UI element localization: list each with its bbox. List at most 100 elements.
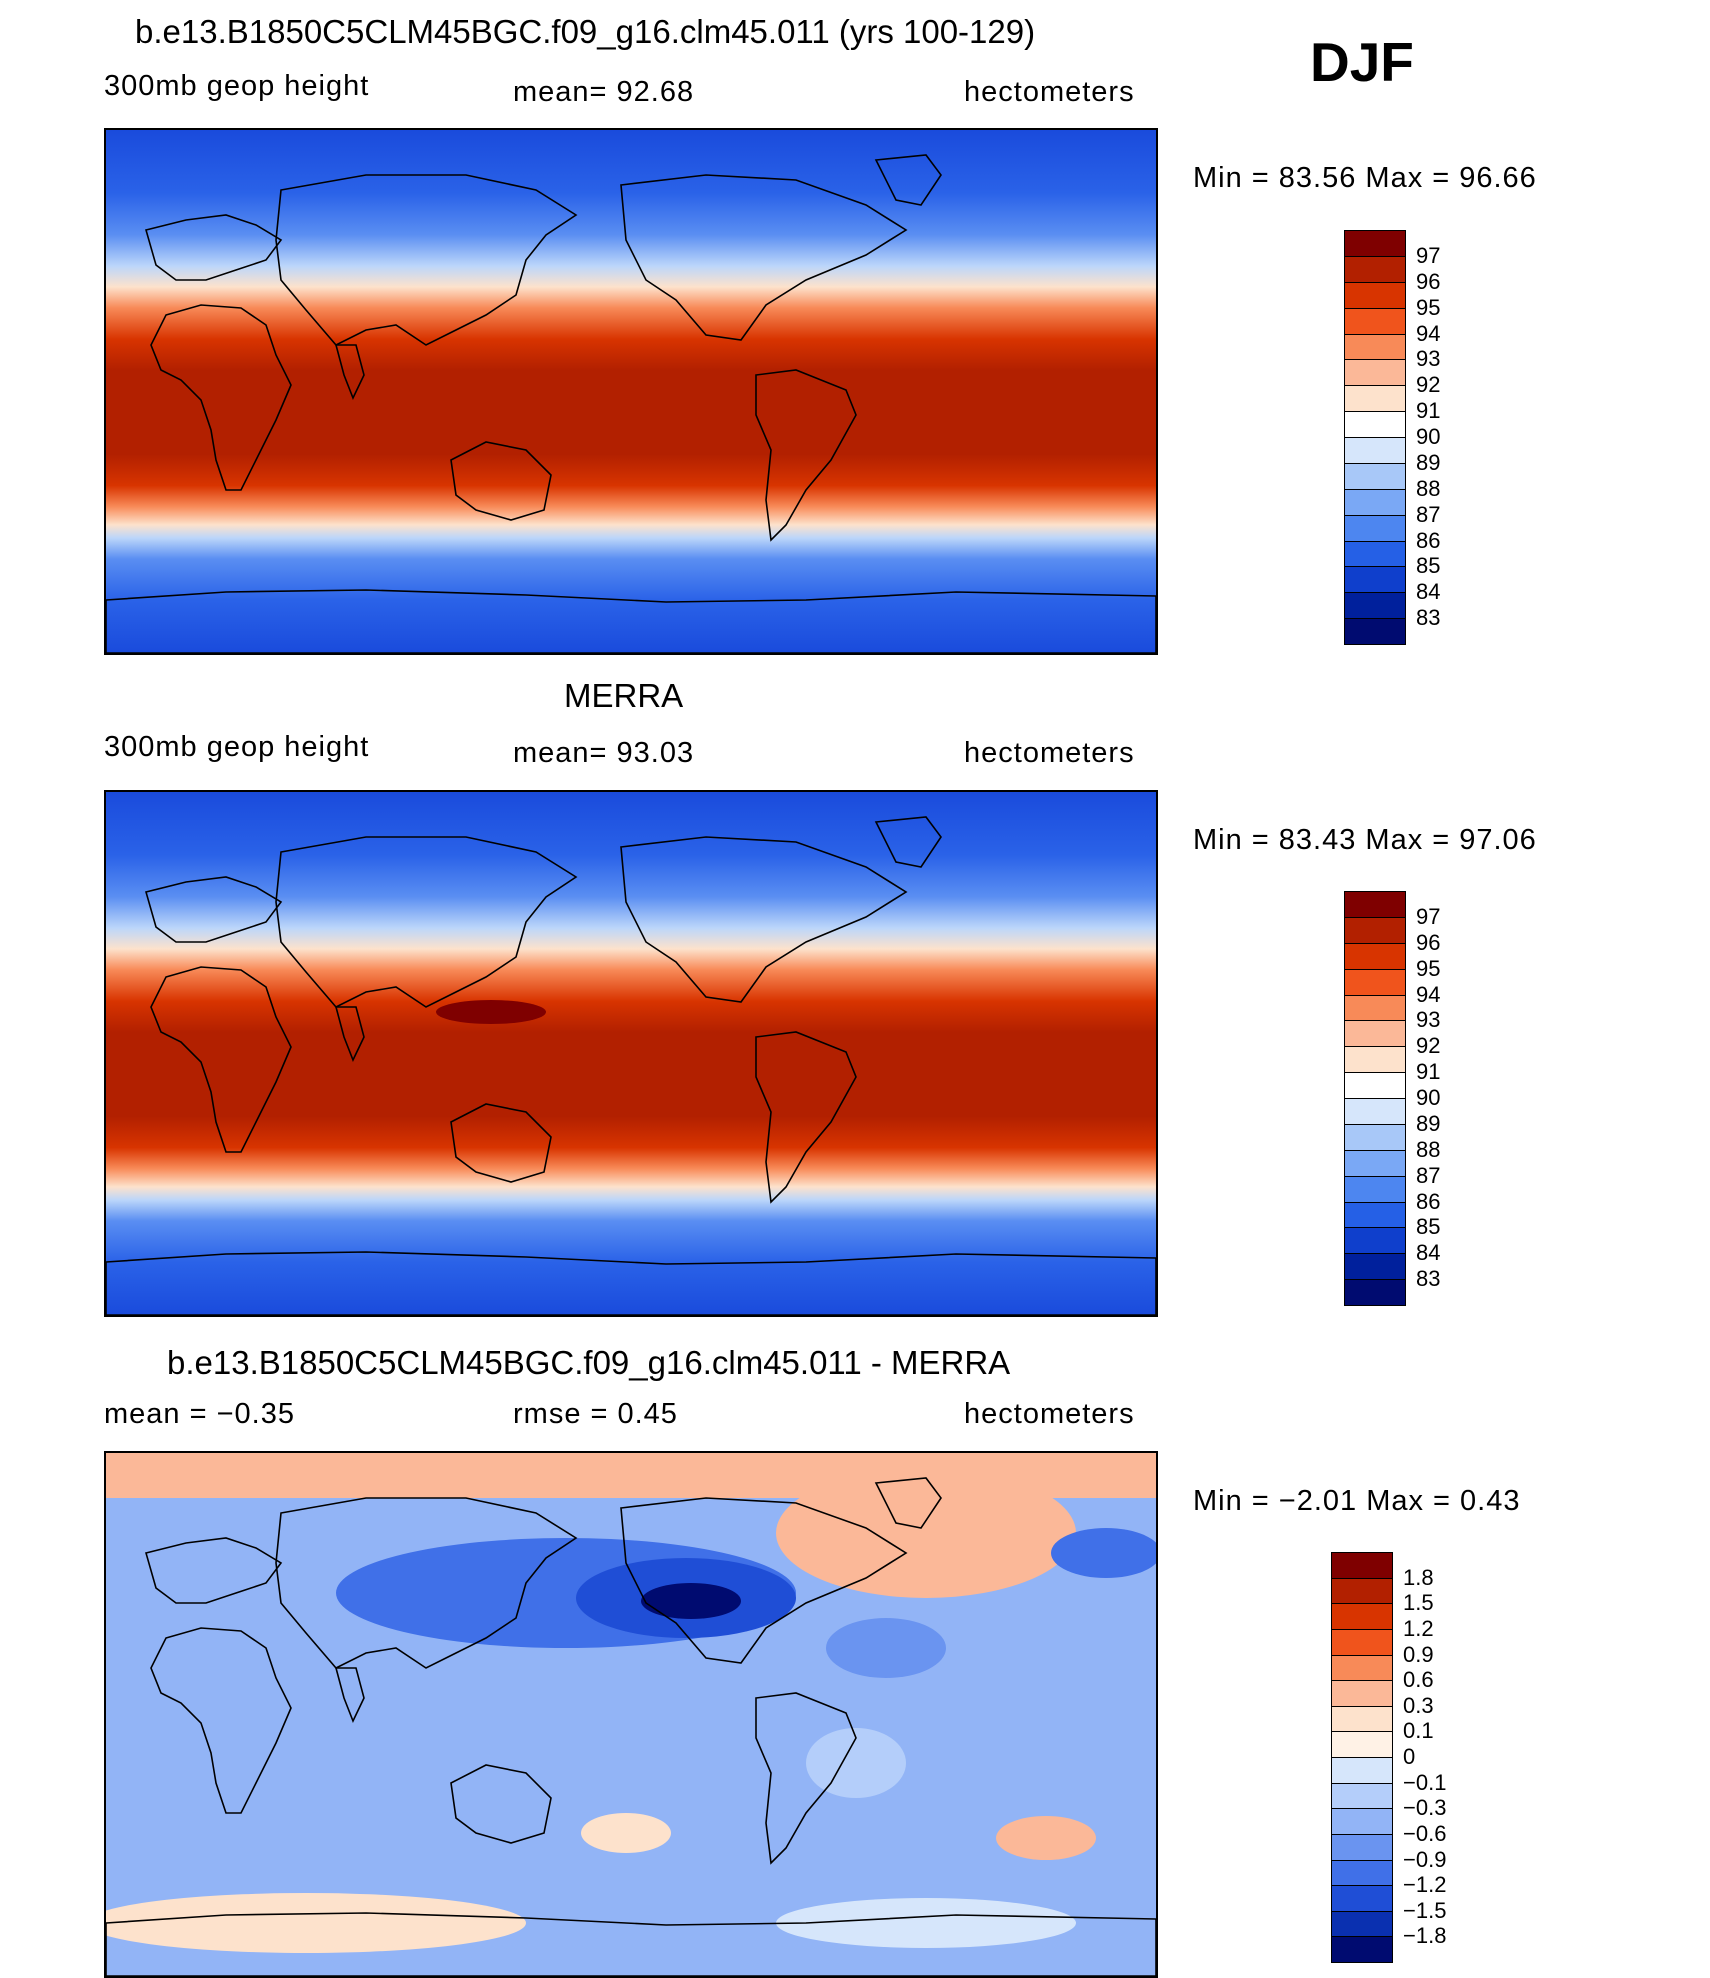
colorbar-tick-label: 1.8: [1403, 1564, 1434, 1590]
coastline: [755, 369, 857, 542]
colorbar-tick-label: 94: [1416, 320, 1441, 346]
diff-anomaly-region: [776, 1898, 1076, 1948]
panel3-units-label: hectometers: [964, 1398, 1135, 1430]
colorbar-swatch: [1344, 540, 1406, 568]
colorbar-swatch: [1344, 1279, 1406, 1306]
colorbar-tick-label: 90: [1416, 424, 1441, 449]
panel3-map: [104, 1451, 1158, 1978]
panel1-units-label: hectometers: [964, 76, 1135, 108]
colorbar-swatch: [1344, 942, 1406, 970]
colorbar-tick-label: 90: [1416, 1085, 1441, 1110]
colorbar-swatch: [1331, 1654, 1393, 1682]
panel2-units-label: hectometers: [964, 737, 1135, 769]
coastline: [450, 1764, 552, 1844]
coastline: [450, 1103, 552, 1183]
coastline: [145, 876, 283, 943]
colorbar-swatch: [1344, 916, 1406, 944]
colorbar-swatch: [1331, 1757, 1393, 1784]
diff-anomaly-region: [806, 1728, 906, 1798]
coastline: [874, 1477, 942, 1529]
colorbar-tick-label: −1.8: [1403, 1923, 1447, 1949]
panel3-rmse-label: rmse = 0.45: [513, 1398, 678, 1430]
colorbar-tick-label: −0.6: [1403, 1820, 1447, 1846]
colorbar-swatch: [1344, 307, 1406, 335]
diff-anomaly-region: [996, 1816, 1096, 1860]
colorbar-swatch: [1344, 333, 1406, 361]
colorbar-swatch: [1344, 281, 1406, 309]
field-maximum-region: [436, 1000, 546, 1024]
colorbar-swatch: [1344, 255, 1406, 283]
colorbar-swatch: [1331, 1705, 1393, 1733]
diff-anomaly-region: [581, 1813, 671, 1853]
coastline: [150, 966, 292, 1153]
colorbar-tick-label: 0.6: [1403, 1667, 1434, 1693]
colorbar-swatch: [1331, 1808, 1393, 1835]
colorbar-tick-label: 85: [1416, 553, 1441, 579]
colorbar-swatch: [1344, 618, 1406, 645]
colorbar-swatch: [1344, 566, 1406, 594]
colorbar-swatch: [1344, 1253, 1406, 1281]
colorbar-swatch: [1344, 230, 1406, 257]
panel1-map: [104, 128, 1158, 655]
field-shading: [106, 130, 1156, 653]
coastline: [620, 174, 908, 341]
coastline: [145, 214, 283, 281]
coastline: [755, 1692, 857, 1865]
colorbar-tick-label: 93: [1416, 346, 1441, 372]
coastline: [275, 1497, 578, 1669]
colorbar-swatch: [1344, 359, 1406, 387]
colorbar-swatch: [1344, 1227, 1406, 1255]
colorbar-tick-label: 86: [1416, 527, 1441, 553]
colorbar-tick-label: −0.1: [1403, 1769, 1447, 1795]
colorbar-tick-label: 89: [1416, 449, 1441, 475]
colorbar-tick-label: 85: [1416, 1214, 1441, 1240]
colorbar-tick-label: 91: [1416, 398, 1441, 424]
panel2-variable-label: 300mb geop height: [104, 731, 370, 763]
panel1-title: b.e13.B1850C5CLM45BGC.f09_g16.clm45.011 …: [135, 13, 1036, 50]
colorbar-swatch: [1331, 1680, 1393, 1707]
coastline: [150, 1627, 292, 1814]
colorbar-tick-label: 87: [1416, 501, 1441, 527]
panel1-minmax: Min = 83.56 Max = 96.66: [1193, 162, 1537, 194]
colorbar-swatch: [1331, 1731, 1393, 1758]
colorbar-tick-label: 95: [1416, 955, 1441, 981]
coastline: [334, 344, 365, 401]
colorbar-swatch: [1344, 411, 1406, 438]
colorbar-tick-label: 0.1: [1403, 1718, 1434, 1744]
colorbar-tick-label: 1.2: [1403, 1615, 1434, 1641]
panel3-title: b.e13.B1850C5CLM45BGC.f09_g16.clm45.011 …: [167, 1344, 1011, 1381]
colorbar-tick-label: 84: [1416, 1240, 1441, 1266]
colorbar-tick-label: −0.3: [1403, 1795, 1447, 1821]
coastline: [620, 836, 908, 1003]
colorbar-tick-label: 91: [1416, 1059, 1441, 1085]
panel2-minmax: Min = 83.43 Max = 97.06: [1193, 824, 1537, 856]
coastline: [145, 1537, 283, 1604]
colorbar-tick-label: 83: [1416, 605, 1441, 631]
colorbar-swatch: [1331, 1603, 1393, 1630]
coastline: [874, 154, 942, 206]
diff-anomaly-region: [106, 1893, 526, 1953]
colorbar-swatch: [1331, 1577, 1393, 1605]
colorbar-tick-label: 95: [1416, 294, 1441, 320]
colorbar-tick-label: 0.3: [1403, 1692, 1434, 1718]
colorbar-swatch: [1344, 1046, 1406, 1074]
colorbar-swatch: [1344, 488, 1406, 516]
colorbar-tick-label: 83: [1416, 1266, 1441, 1292]
colorbar-tick-label: 92: [1416, 372, 1441, 398]
colorbar-tick-label: 0.9: [1403, 1641, 1434, 1667]
colorbar-tick-label: 97: [1416, 903, 1441, 929]
colorbar-tick-label: −0.9: [1403, 1846, 1447, 1872]
colorbar-swatch: [1331, 1859, 1393, 1887]
colorbar-swatch: [1331, 1910, 1393, 1938]
colorbar-swatch: [1344, 1149, 1406, 1177]
colorbar-swatch: [1331, 1782, 1393, 1810]
colorbar-swatch: [1344, 968, 1406, 996]
colorbar-swatch: [1344, 385, 1406, 413]
colorbar-swatch: [1344, 1175, 1406, 1203]
coastline: [106, 1912, 1156, 1976]
colorbar-tick-label: −1.5: [1403, 1897, 1447, 1923]
panel1-colorbar: 97 96 95 94 93 92 91 90 89 88 87 86 85 84 83: [1344, 230, 1440, 645]
coastline: [755, 1031, 857, 1204]
panel3-minmax: Min = −2.01 Max = 0.43: [1193, 1485, 1521, 1517]
coastline: [275, 174, 578, 346]
